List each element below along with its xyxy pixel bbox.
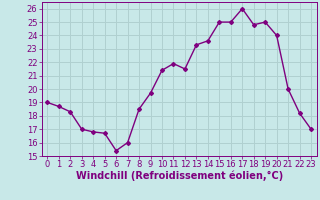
X-axis label: Windchill (Refroidissement éolien,°C): Windchill (Refroidissement éolien,°C) <box>76 171 283 181</box>
